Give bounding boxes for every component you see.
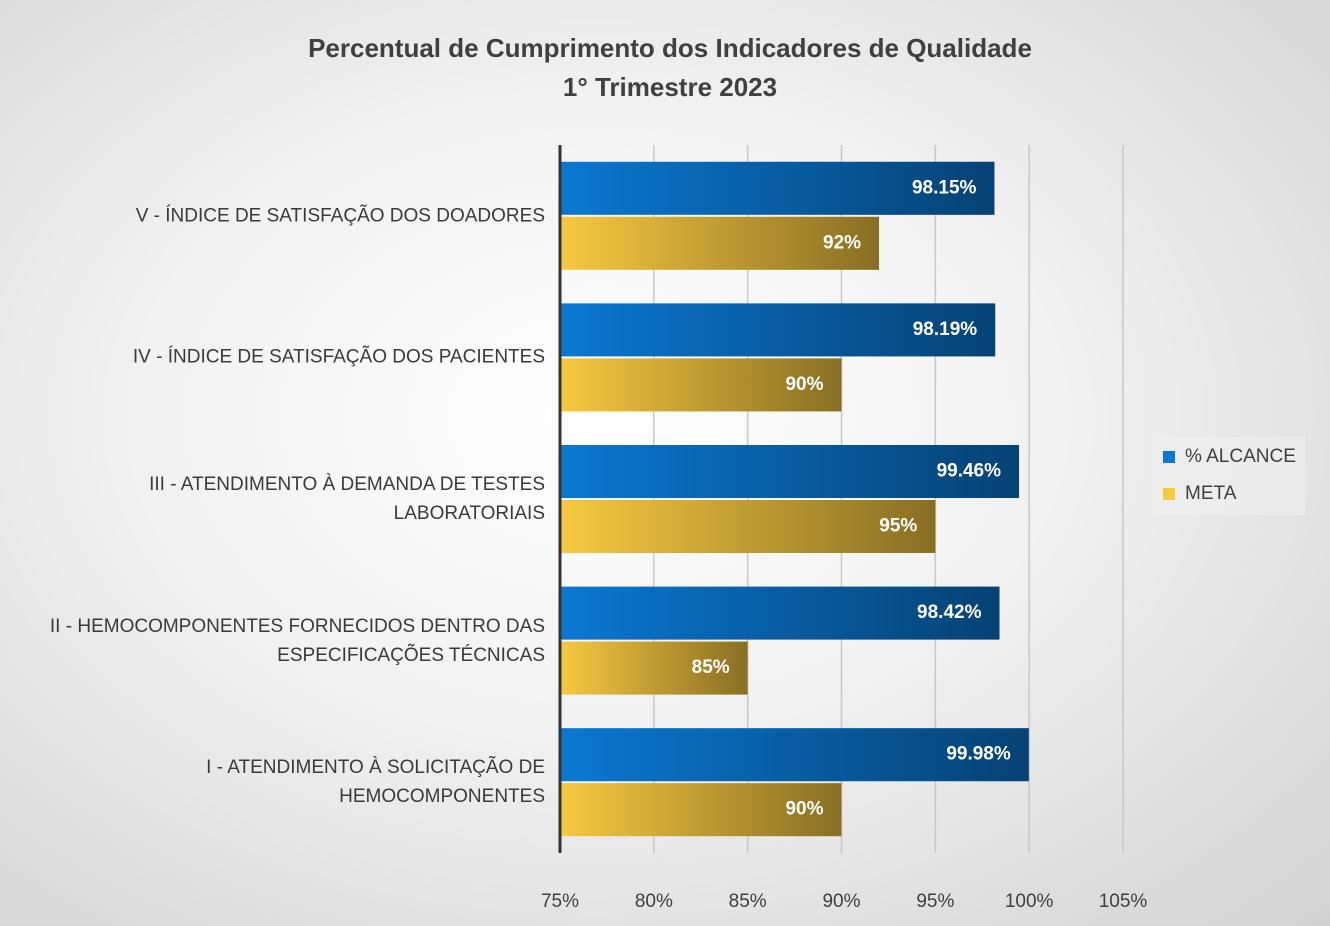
data-label: 99.98% <box>946 744 1011 765</box>
data-label: 98.42% <box>917 602 982 623</box>
legend-label: META <box>1185 483 1237 504</box>
x-tick-label: 90% <box>822 891 860 912</box>
bar-shade <box>560 303 996 357</box>
data-label: 95% <box>879 516 917 537</box>
x-tick-label: 105% <box>1099 891 1148 912</box>
data-label: 99.46% <box>937 461 1002 482</box>
chart-subtitle: 1° Trimestre 2023 <box>563 72 777 102</box>
bar-shade <box>560 161 995 215</box>
x-tick-label: 95% <box>916 891 954 912</box>
bar-shade <box>560 358 842 412</box>
bar-shade <box>560 216 880 270</box>
legend-swatch <box>1163 488 1175 500</box>
bar-shade <box>560 500 936 553</box>
bar-shade <box>560 641 748 695</box>
bar-shade <box>560 445 1020 498</box>
x-tick-label: 100% <box>1005 891 1054 912</box>
data-label: 90% <box>785 799 823 820</box>
data-label: 92% <box>823 232 861 253</box>
y-tick-label: III - ATENDIMENTO À DEMANDA DE TESTES LA… <box>149 474 545 524</box>
bar-shade <box>560 783 842 837</box>
legend-box <box>1153 437 1305 515</box>
x-tick-label: 75% <box>541 891 579 912</box>
bar-shade <box>560 728 1029 782</box>
chart-title: Percentual de Cumprimento dos Indicadore… <box>308 33 1032 63</box>
bar-shade <box>560 586 1000 640</box>
data-label: 98.19% <box>913 319 978 340</box>
data-label: 98.15% <box>912 177 977 198</box>
x-tick-label: 80% <box>635 891 673 912</box>
legend-swatch <box>1163 451 1175 463</box>
data-label: 85% <box>692 657 730 678</box>
y-tick-label: II - HEMOCOMPONENTES FORNECIDOS DENTRO D… <box>49 615 545 666</box>
y-tick-label: I - ATENDIMENTO À SOLICITAÇÃO DE HEMOCOM… <box>206 757 545 808</box>
y-tick-label: V - ÍNDICE DE SATISFAÇÃO DOS DOADORES <box>135 205 545 227</box>
y-tick-label: IV - ÍNDICE DE SATISFAÇÃO DOS PACIENTES <box>132 346 545 368</box>
data-label: 90% <box>785 374 823 395</box>
legend-label: % ALCANCE <box>1185 446 1296 467</box>
x-tick-label: 85% <box>729 891 767 912</box>
